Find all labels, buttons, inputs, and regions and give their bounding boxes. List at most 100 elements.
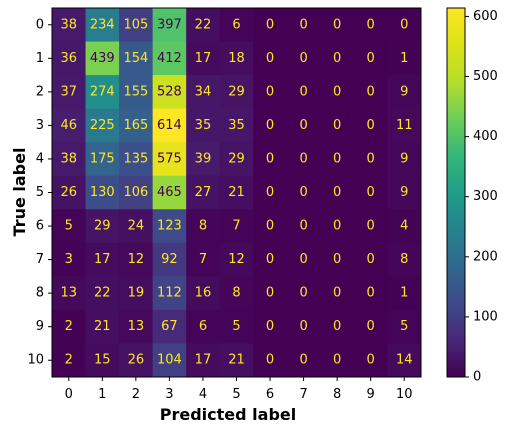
heatmap-cell xyxy=(353,75,388,110)
heatmap-cell xyxy=(219,8,254,43)
y-tick-label: 8 xyxy=(36,286,44,301)
cell-value-label: 0 xyxy=(333,185,341,200)
cell-value-label: 0 xyxy=(367,353,375,368)
cell-value-label: 9 xyxy=(400,151,408,166)
cell-value-label: 439 xyxy=(90,51,115,66)
heatmap-cell xyxy=(387,175,422,210)
cell-value-label: 16 xyxy=(195,286,212,301)
heatmap-cell xyxy=(219,41,254,76)
heatmap-cell xyxy=(152,276,187,311)
heatmap-cell xyxy=(253,209,288,244)
heatmap-cell xyxy=(253,343,288,378)
cell-value-label: 0 xyxy=(367,51,375,66)
heatmap-cell xyxy=(387,343,422,378)
heatmap-cell xyxy=(320,309,355,344)
cell-value-label: 38 xyxy=(60,17,77,32)
heatmap-cell xyxy=(320,175,355,210)
heatmap-cell xyxy=(253,142,288,177)
cell-value-label: 13 xyxy=(128,319,145,334)
cell-value-label: 35 xyxy=(195,118,212,133)
heatmap-cell xyxy=(152,343,187,378)
cell-value-label: 9 xyxy=(400,185,408,200)
cell-value-label: 3 xyxy=(65,252,73,267)
cell-value-label: 1 xyxy=(400,51,408,66)
cell-value-label: 614 xyxy=(157,118,182,133)
heatmap-cell xyxy=(353,209,388,244)
x-axis-title: Predicted label xyxy=(160,405,296,424)
heatmap-cell xyxy=(253,175,288,210)
heatmap-cell xyxy=(52,276,87,311)
colorbar xyxy=(446,7,466,378)
cell-value-label: 175 xyxy=(90,151,115,166)
cell-value-label: 0 xyxy=(266,252,274,267)
cell-value-label: 26 xyxy=(60,185,77,200)
cell-value-label: 154 xyxy=(123,51,148,66)
cell-value-label: 0 xyxy=(367,118,375,133)
heatmap-cell xyxy=(186,108,221,143)
heatmap-cell xyxy=(85,8,120,43)
cell-value-label: 13 xyxy=(60,286,77,301)
cell-value-label: 0 xyxy=(299,252,307,267)
heatmap-cell xyxy=(152,242,187,277)
heatmap-cell xyxy=(52,242,87,277)
x-tick-label: 0 xyxy=(65,387,73,402)
cell-value-label: 9 xyxy=(400,84,408,99)
heatmap-cell xyxy=(387,142,422,177)
heatmap-cell xyxy=(85,41,120,76)
heatmap-cell xyxy=(353,108,388,143)
heatmap-cell xyxy=(253,75,288,110)
heatmap-cell xyxy=(353,175,388,210)
heatmap-cell xyxy=(186,309,221,344)
cell-value-label: 2 xyxy=(65,319,73,334)
heatmap-cell xyxy=(186,142,221,177)
cell-value-label: 105 xyxy=(123,17,148,32)
cell-value-label: 92 xyxy=(161,252,178,267)
cell-value-label: 0 xyxy=(367,252,375,267)
cell-value-label: 1 xyxy=(400,286,408,301)
heatmap-cell xyxy=(320,41,355,76)
colorbar-tick-label: 0 xyxy=(473,370,481,385)
cell-value-label: 6 xyxy=(199,319,207,334)
y-tick-label: 7 xyxy=(36,252,44,267)
heatmap-cell xyxy=(353,142,388,177)
y-tick-label: 9 xyxy=(36,319,44,334)
cell-value-label: 0 xyxy=(333,219,341,234)
x-tick-label: 7 xyxy=(299,387,307,402)
heatmap-cell xyxy=(353,8,388,43)
heatmap-cell xyxy=(253,309,288,344)
cell-value-label: 0 xyxy=(367,219,375,234)
heatmap-cells xyxy=(52,8,422,378)
cell-value-label: 0 xyxy=(333,252,341,267)
cell-value-label: 8 xyxy=(400,252,408,267)
heatmap-cell xyxy=(353,41,388,76)
heatmap-cell xyxy=(387,309,422,344)
y-tick-label: 0 xyxy=(36,17,44,32)
heatmap-cell xyxy=(286,75,321,110)
cell-value-label: 8 xyxy=(232,286,240,301)
heatmap-cell xyxy=(152,41,187,76)
heatmap-cell xyxy=(320,343,355,378)
heatmap-cell xyxy=(85,175,120,210)
cell-value-label: 17 xyxy=(195,353,212,368)
cell-value-label: 4 xyxy=(400,219,408,234)
cell-value-label: 0 xyxy=(333,84,341,99)
cell-value-label: 7 xyxy=(199,252,207,267)
heatmap-cell xyxy=(219,209,254,244)
cell-value-label: 0 xyxy=(299,219,307,234)
cell-value-label: 0 xyxy=(266,51,274,66)
heatmap-cell xyxy=(286,209,321,244)
heatmap-cell xyxy=(119,242,154,277)
cell-value-label: 12 xyxy=(228,252,245,267)
cell-value-label: 15 xyxy=(94,353,111,368)
heatmap-cell xyxy=(353,242,388,277)
heatmap-cell xyxy=(119,75,154,110)
heatmap-cell xyxy=(286,309,321,344)
colorbar-tick-label: 500 xyxy=(473,69,498,84)
colorbar-tick-label: 200 xyxy=(473,249,498,264)
heatmap-cell xyxy=(219,276,254,311)
cell-value-label: 0 xyxy=(367,319,375,334)
heatmap-cell-labels: 38 234 105 397 22 6 0 0 0 0 036 439 154 412 17 18 0 0 0 0 13… xyxy=(60,17,412,367)
heatmap-cell xyxy=(387,108,422,143)
cell-value-label: 67 xyxy=(161,319,178,334)
